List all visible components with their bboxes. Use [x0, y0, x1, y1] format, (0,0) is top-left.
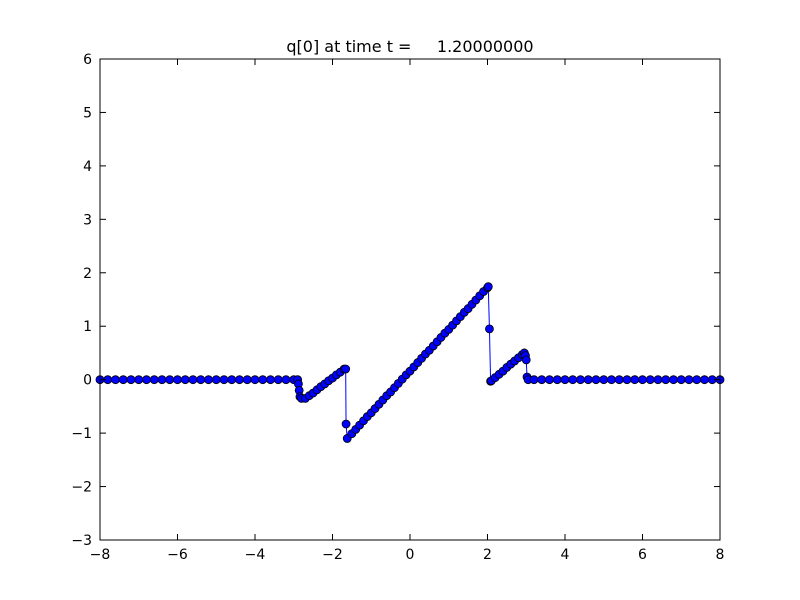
- data-point: [645, 375, 655, 385]
- data-point: [700, 375, 709, 385]
- data-point: [545, 375, 554, 385]
- data-point: [227, 375, 237, 385]
- data-point: [485, 324, 494, 334]
- data-point: [142, 375, 151, 385]
- data-point: [165, 375, 175, 385]
- y-tick-label: −3: [71, 533, 92, 549]
- data-point: [583, 375, 593, 385]
- plot-area: [95, 282, 725, 443]
- data-point: [552, 375, 562, 385]
- x-tick-label: 6: [638, 547, 647, 563]
- x-tick-label: −2: [322, 547, 343, 563]
- data-point: [242, 375, 252, 385]
- data-point: [622, 375, 632, 385]
- data-point: [134, 375, 144, 385]
- data-point: [607, 375, 616, 385]
- data-point: [273, 375, 283, 385]
- x-tick-label: −8: [90, 547, 111, 563]
- data-point: [676, 375, 686, 385]
- y-tick-label: 1: [83, 319, 92, 335]
- data-point: [250, 375, 260, 385]
- data-point: [614, 375, 624, 385]
- y-tick-label: −2: [71, 480, 92, 496]
- x-tick-label: 2: [483, 547, 492, 563]
- x-tick-label: −4: [245, 547, 266, 563]
- axes-frame: [99, 58, 721, 541]
- data-point: [341, 419, 351, 429]
- data-point: [157, 375, 167, 385]
- data-point: [235, 375, 244, 385]
- data-point: [591, 375, 601, 385]
- data-point: [204, 375, 213, 385]
- data-point: [196, 375, 206, 385]
- x-tick-label: 4: [561, 547, 570, 563]
- y-tick-label: −1: [71, 426, 92, 442]
- y-tick-label: 4: [83, 159, 92, 175]
- data-point: [537, 375, 547, 385]
- data-point: [669, 375, 678, 385]
- data-point: [211, 375, 221, 385]
- y-tick-label: 6: [83, 52, 92, 68]
- x-tick-label: 8: [716, 547, 725, 563]
- data-point: [661, 375, 671, 385]
- data-point: [599, 375, 609, 385]
- data-point: [521, 355, 531, 365]
- data-point: [630, 375, 640, 385]
- data-point: [692, 375, 702, 385]
- data-point: [684, 375, 694, 385]
- data-point: [638, 375, 647, 385]
- data-point: [341, 364, 351, 374]
- chart-title: q[0] at time t = 1.20000000: [286, 37, 533, 56]
- data-point: [219, 375, 229, 385]
- x-tick-label: 0: [406, 547, 415, 563]
- y-tick-label: 0: [83, 373, 92, 389]
- data-point: [111, 375, 120, 385]
- data-point: [258, 375, 268, 385]
- data-point: [173, 375, 182, 385]
- data-point: [576, 375, 585, 385]
- y-tick-label: 5: [83, 105, 92, 121]
- data-point: [560, 375, 570, 385]
- axis-ticks: −8 −6 −4 −2 0 2 4 6 8 −3 −2 −1 0 1 2 3 4 5 6: [71, 52, 724, 563]
- data-point: [149, 375, 159, 385]
- data-point: [483, 282, 493, 292]
- data-point: [188, 375, 198, 385]
- data-point: [653, 375, 663, 385]
- data-point: [118, 375, 128, 385]
- y-tick-label: 2: [83, 266, 92, 282]
- y-tick-label: 3: [83, 212, 92, 228]
- data-point: [126, 375, 136, 385]
- data-point: [568, 375, 578, 385]
- data-point: [281, 375, 291, 385]
- data-point: [180, 375, 190, 385]
- x-tick-label: −6: [167, 547, 188, 563]
- data-point: [529, 375, 539, 385]
- data-point: [266, 375, 275, 385]
